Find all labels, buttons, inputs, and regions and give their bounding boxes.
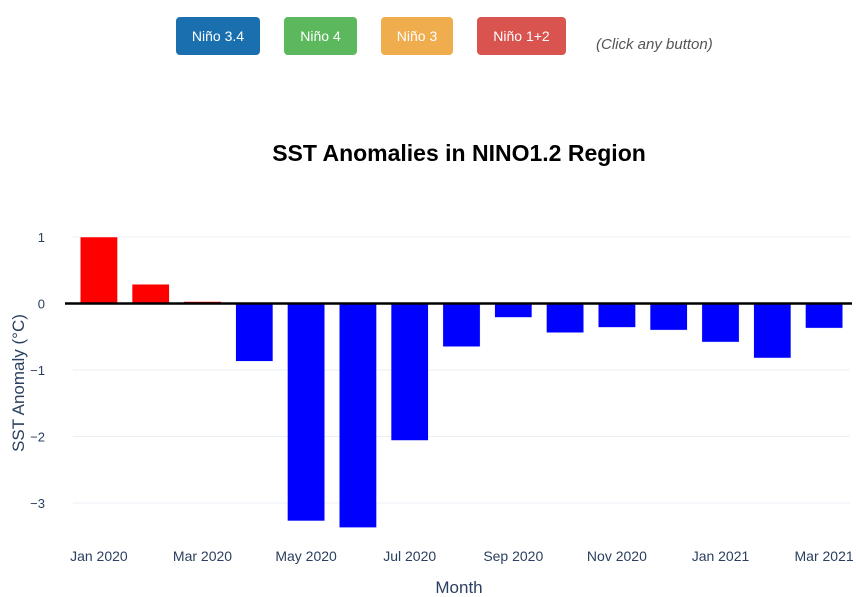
bar — [701, 303, 740, 343]
bar — [390, 303, 429, 441]
y-tick-label: 0 — [38, 297, 45, 312]
bar — [80, 236, 118, 304]
bar — [805, 303, 843, 329]
y-tick-label: 1 — [38, 230, 45, 245]
bar — [339, 303, 377, 528]
y-tick-label: −3 — [30, 496, 45, 511]
y-axis-label: SST Anomaly (°C) — [9, 314, 28, 452]
click-hint: (Click any button) — [596, 36, 713, 53]
x-tick-label: Nov 2020 — [587, 548, 647, 564]
bar — [235, 303, 274, 362]
bar — [598, 303, 636, 328]
nino3-button[interactable]: Niño 3 — [381, 17, 453, 55]
x-axis-label: Month — [435, 578, 482, 597]
y-tick-label: −1 — [30, 363, 45, 378]
nino34-button[interactable]: Niño 3.4 — [176, 17, 260, 55]
nino4-button[interactable]: Niño 4 — [284, 17, 357, 55]
x-tick-label: Mar 2020 — [173, 548, 232, 564]
bar — [494, 303, 533, 318]
x-tick-label: Jul 2020 — [383, 548, 436, 564]
bar — [442, 303, 481, 347]
nino12-button[interactable]: Niño 1+2 — [477, 17, 566, 55]
bar — [131, 283, 170, 304]
bar — [753, 303, 792, 359]
x-tick-label: Sep 2020 — [483, 548, 543, 564]
x-tick-label: May 2020 — [275, 548, 337, 564]
y-tick-label: −2 — [30, 430, 45, 445]
bar — [546, 303, 584, 334]
x-tick-label: Mar 2021 — [795, 548, 854, 564]
bar — [649, 303, 688, 331]
bar — [287, 303, 325, 522]
x-tick-label: Jan 2021 — [692, 548, 750, 564]
chart-title: SST Anomalies in NINO1.2 Region — [272, 140, 646, 166]
x-tick-label: Jan 2020 — [70, 548, 128, 564]
